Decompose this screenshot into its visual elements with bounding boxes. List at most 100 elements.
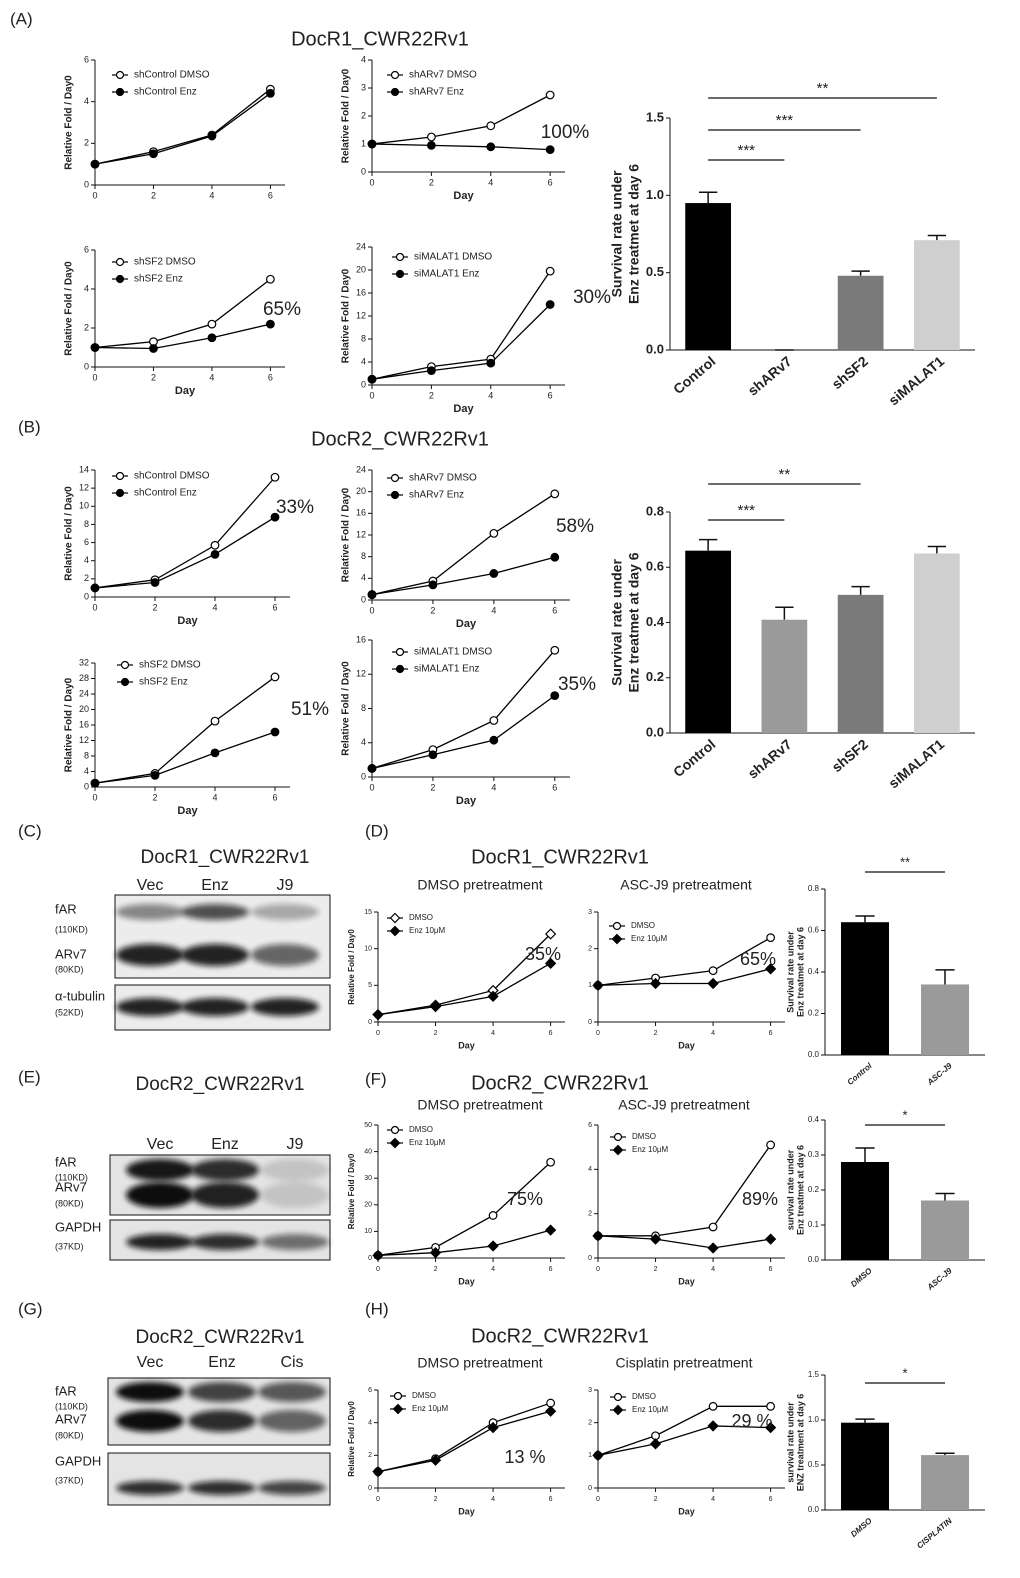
- series-line: [377, 962, 551, 1016]
- significance-label: ***: [776, 112, 794, 129]
- protein-label: ARv7: [55, 946, 87, 961]
- marker: [550, 645, 560, 655]
- y-tick-label: 12: [79, 735, 89, 745]
- marker: [545, 90, 555, 100]
- marker: [115, 488, 125, 498]
- lane-label: Enz: [211, 1136, 239, 1153]
- x-tick-label: 0: [596, 1266, 600, 1273]
- y-tick-label: 0.5: [808, 1460, 820, 1469]
- y-tick-label: 5: [368, 982, 372, 989]
- protein-label: fAR: [55, 901, 77, 916]
- y-axis-label: survival rate under: [785, 1402, 795, 1483]
- y-tick-label: 6: [588, 1122, 592, 1129]
- y-tick-label: 20: [356, 486, 366, 496]
- y-axis-label: Relative Fold / Day0: [64, 261, 75, 356]
- x-axis-label: Day: [458, 1506, 475, 1516]
- marker: [115, 70, 125, 80]
- y-tick-label: 0: [361, 166, 366, 176]
- x-tick-label: 0: [369, 605, 374, 615]
- marker: [429, 1247, 442, 1259]
- bar: [685, 203, 731, 350]
- marker: [210, 748, 220, 758]
- series-line: [371, 143, 551, 151]
- size-label: (80KD): [55, 1198, 84, 1208]
- x-tick-label: DMSO: [849, 1266, 874, 1289]
- y-tick-label: 0: [588, 1019, 592, 1026]
- marker: [372, 1009, 384, 1021]
- marker: [210, 716, 220, 726]
- subplot-title: ASC-J9 pretreatment: [620, 877, 752, 893]
- annotation: 58%: [556, 516, 594, 537]
- legend-label: DMSO: [631, 921, 655, 930]
- marker: [544, 957, 557, 969]
- y-axis-label: Survival rate under: [609, 559, 625, 686]
- x-axis-label: Day: [678, 1506, 695, 1516]
- y-tick-label: 50: [364, 1122, 372, 1129]
- blot-band: [258, 1481, 326, 1495]
- y-axis-label: Enz treatmet at day 6: [795, 1145, 805, 1235]
- legend-label: Enz 10μM: [631, 934, 668, 943]
- y-tick-label: 0: [588, 1255, 592, 1262]
- y-tick-label: 14: [79, 464, 89, 474]
- x-axis-label: Day: [453, 190, 474, 202]
- annotation: 65%: [263, 299, 301, 320]
- marker: [486, 358, 496, 368]
- marker: [115, 274, 125, 284]
- series-line: [371, 556, 555, 596]
- legend-label: DMSO: [412, 1391, 436, 1400]
- y-tick-label: 0.0: [808, 1050, 820, 1059]
- y-tick-label: 0: [84, 361, 89, 371]
- x-tick-label: 2: [430, 605, 435, 615]
- y-tick-label: 10: [364, 1228, 372, 1235]
- y-tick-label: 0.2: [808, 1009, 820, 1018]
- legend-label: DMSO: [409, 913, 433, 922]
- subplot-title: DMSO pretreatment: [417, 877, 542, 893]
- y-tick-label: 1.5: [808, 1370, 820, 1379]
- y-tick-label: 3: [588, 909, 592, 916]
- legend-label: DMSO: [632, 1132, 656, 1141]
- bar: [841, 922, 889, 1055]
- marker: [592, 979, 604, 991]
- legend-label: shSF2 DMSO: [134, 257, 196, 268]
- series-line: [94, 676, 276, 784]
- x-tick-label: 4: [212, 602, 217, 612]
- marker: [708, 1401, 718, 1411]
- protein-label: GAPDH: [55, 1219, 101, 1234]
- marker: [115, 87, 125, 97]
- y-tick-label: 10: [79, 501, 89, 511]
- bar: [921, 1455, 969, 1510]
- y-tick-label: 4: [361, 356, 366, 366]
- marker: [766, 933, 776, 943]
- x-tick-label: 6: [769, 1030, 773, 1037]
- x-tick-label: 6: [769, 1496, 773, 1503]
- blot-band: [126, 1159, 194, 1181]
- marker: [487, 1240, 499, 1252]
- annotation: 35%: [525, 944, 561, 964]
- series-line: [597, 968, 771, 986]
- y-tick-label: 0: [84, 179, 89, 189]
- marker: [707, 1242, 719, 1254]
- y-tick-label: 6: [84, 244, 89, 254]
- y-tick-label: 0.0: [808, 1255, 820, 1264]
- y-tick-label: 0.2: [808, 1185, 820, 1194]
- marker: [592, 1449, 604, 1461]
- marker: [612, 1404, 624, 1416]
- series-line: [377, 1161, 552, 1256]
- y-tick-label: 24: [356, 241, 366, 251]
- marker: [395, 269, 405, 279]
- legend-label: siMALAT1 DMSO: [414, 647, 492, 658]
- y-tick-label: 4: [361, 54, 366, 64]
- x-tick-label: 0: [369, 177, 374, 187]
- marker: [764, 963, 777, 975]
- size-label: (110KD): [55, 1172, 88, 1182]
- blot-band: [251, 944, 319, 966]
- marker: [390, 1125, 400, 1135]
- marker: [265, 88, 275, 98]
- series-line: [94, 92, 271, 165]
- size-label: (80KD): [55, 964, 84, 974]
- x-tick-label: 6: [549, 1030, 553, 1037]
- marker: [390, 473, 400, 483]
- y-tick-label: 20: [79, 704, 89, 714]
- protein-label: ARv7: [55, 1179, 87, 1194]
- bar: [914, 240, 960, 350]
